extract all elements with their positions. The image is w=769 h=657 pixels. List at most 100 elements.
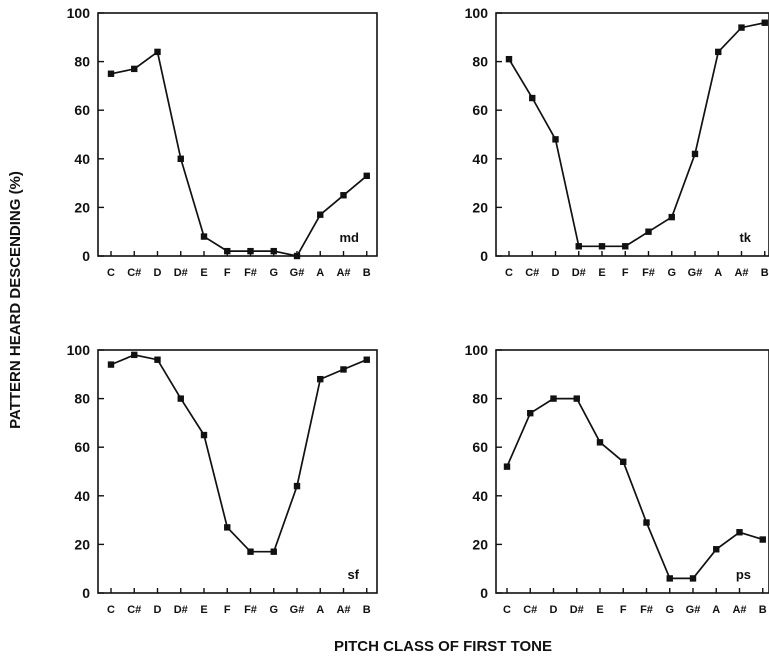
x-tick-label: G: [269, 267, 278, 279]
x-tick-label: F: [620, 604, 627, 616]
data-point: [294, 253, 300, 259]
y-tick-label: 60: [472, 439, 488, 455]
data-point: [108, 71, 114, 77]
data-point: [271, 248, 277, 254]
y-tick-label: 60: [74, 439, 90, 455]
y-tick-label: 20: [74, 536, 90, 552]
panel-bottom-left: 0 20 40 60 80 100 C C# D D# E F F# G G# A A# Bsf: [67, 342, 377, 616]
data-point: [669, 214, 675, 220]
y-tick-label: 80: [472, 54, 488, 70]
x-tick-label: D: [154, 267, 162, 279]
x-tick-label: D#: [174, 604, 188, 616]
x-tick-label: C#: [127, 604, 141, 616]
x-tick-label: F: [622, 267, 629, 279]
data-point: [574, 395, 580, 401]
y-tick-label: 60: [74, 102, 90, 118]
data-point: [550, 395, 556, 401]
x-tick-label: F#: [244, 267, 257, 279]
y-tick-label: 0: [82, 585, 90, 601]
data-point: [178, 395, 184, 401]
series-line: [507, 399, 763, 579]
data-point: [762, 20, 768, 26]
series-line: [111, 52, 367, 256]
y-tick-label: 80: [472, 391, 488, 407]
y-tick-label: 100: [67, 342, 91, 358]
subject-label: sf: [347, 567, 359, 582]
x-tick-label: A#: [734, 267, 748, 279]
data-point: [506, 56, 512, 62]
data-point: [504, 463, 510, 469]
panel-frame: [496, 13, 769, 256]
data-point: [154, 49, 160, 55]
x-tick-label: E: [200, 604, 207, 616]
data-point: [643, 519, 649, 525]
data-point: [247, 548, 253, 554]
x-tick-label: E: [598, 267, 605, 279]
data-point: [364, 357, 370, 363]
subject-label: tk: [739, 230, 751, 245]
data-point: [271, 548, 277, 554]
data-point: [576, 243, 582, 249]
x-tick-label: A: [714, 267, 722, 279]
x-axis-title: PITCH CLASS OF FIRST TONE: [334, 638, 552, 655]
x-tick-label: G: [269, 604, 278, 616]
x-tick-label: D#: [174, 267, 188, 279]
x-tick-label: A: [316, 604, 324, 616]
y-tick-label: 40: [472, 488, 488, 504]
x-tick-label: G: [667, 267, 676, 279]
data-point: [736, 529, 742, 535]
series-line: [111, 355, 367, 552]
data-point: [715, 49, 721, 55]
data-point: [131, 66, 137, 72]
data-point: [690, 575, 696, 581]
x-tick-label: C: [505, 267, 513, 279]
data-point: [201, 233, 207, 239]
x-tick-label: F#: [244, 604, 257, 616]
x-tick-label: D#: [572, 267, 586, 279]
data-point: [622, 243, 628, 249]
subject-label: ps: [736, 567, 751, 582]
data-point: [154, 357, 160, 363]
x-tick-label: A: [316, 267, 324, 279]
x-tick-label: A#: [336, 267, 350, 279]
data-point: [760, 536, 766, 542]
x-tick-label: B: [363, 604, 371, 616]
x-tick-label: F#: [640, 604, 653, 616]
y-tick-label: 0: [480, 585, 488, 601]
y-tick-label: 100: [465, 5, 489, 21]
data-point: [552, 136, 558, 142]
y-tick-label: 20: [74, 199, 90, 215]
panel-top-right: 0 20 40 60 80 100 C C# D D# E F F# G G# A A# Btk: [465, 5, 769, 279]
data-point: [294, 483, 300, 489]
y-tick-label: 40: [74, 488, 90, 504]
chart-panels: 0 20 40 60 80 100 C C# D D# E F F# G G# A A# Bmd 0 20 40 60 80…: [67, 5, 769, 616]
y-tick-label: 20: [472, 536, 488, 552]
y-tick-label: 100: [465, 342, 489, 358]
y-tick-label: 0: [82, 248, 90, 264]
x-tick-label: D: [154, 604, 162, 616]
y-tick-label: 20: [472, 199, 488, 215]
x-tick-label: D: [552, 267, 560, 279]
data-point: [131, 352, 137, 358]
panel-frame: [496, 350, 769, 593]
data-point: [667, 575, 673, 581]
x-tick-label: C#: [525, 267, 539, 279]
data-point: [529, 95, 535, 101]
data-point: [527, 410, 533, 416]
data-point: [178, 156, 184, 162]
x-tick-label: B: [363, 267, 371, 279]
x-tick-label: D: [550, 604, 558, 616]
y-tick-label: 0: [480, 248, 488, 264]
data-point: [340, 192, 346, 198]
x-tick-label: C: [107, 604, 115, 616]
x-tick-label: E: [596, 604, 603, 616]
series-line: [509, 23, 765, 247]
x-tick-label: D#: [570, 604, 584, 616]
data-point: [692, 151, 698, 157]
panel-top-left: 0 20 40 60 80 100 C C# D D# E F F# G G# A A# Bmd: [67, 5, 377, 279]
x-tick-label: G#: [290, 604, 305, 616]
data-point: [247, 248, 253, 254]
data-point: [224, 248, 230, 254]
x-tick-label: F#: [642, 267, 655, 279]
